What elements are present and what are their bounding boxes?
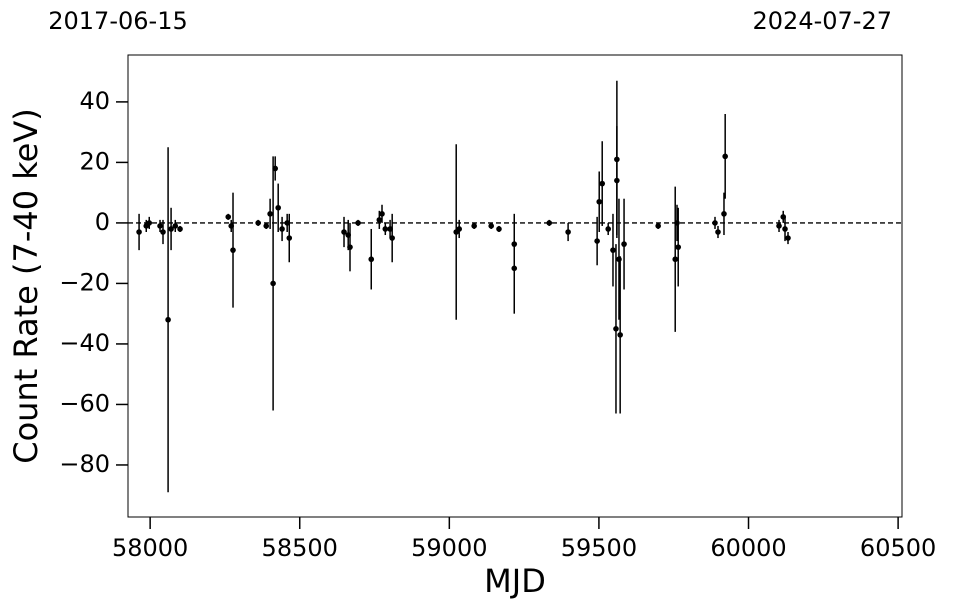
data-point xyxy=(456,226,463,232)
data-point xyxy=(488,223,495,229)
data-point xyxy=(594,238,600,244)
y-tick-label: −60 xyxy=(59,389,110,417)
y-tick-label: 0 xyxy=(95,208,110,236)
data-point xyxy=(712,220,718,226)
y-tick-label: −20 xyxy=(59,268,110,296)
data-point xyxy=(225,214,232,220)
data-point xyxy=(286,235,293,241)
x-tick-label: 58500 xyxy=(262,534,338,562)
data-point xyxy=(596,198,603,205)
data-point xyxy=(674,220,680,226)
y-axis-label: Count Rate (7-40 keV) xyxy=(7,108,45,463)
data-point xyxy=(511,241,518,247)
data-point xyxy=(347,244,353,250)
data-point xyxy=(785,235,791,241)
x-tick-label: 59000 xyxy=(411,534,487,562)
data-point xyxy=(565,229,571,235)
data-point xyxy=(496,226,502,232)
data-point xyxy=(613,326,619,332)
data-point xyxy=(230,247,236,253)
data-point xyxy=(275,204,281,211)
data-point xyxy=(172,223,179,229)
data-point xyxy=(263,223,270,229)
data-point xyxy=(672,256,679,263)
data-point xyxy=(675,244,682,250)
x-axis-label: MJD xyxy=(484,562,546,600)
data-point xyxy=(616,256,622,263)
data-point xyxy=(168,226,174,232)
plot-frame xyxy=(127,54,903,518)
data-point xyxy=(389,235,395,241)
x-tick-label: 60000 xyxy=(710,534,786,562)
data-point xyxy=(721,211,727,217)
data-point xyxy=(376,217,383,223)
data-point xyxy=(655,223,661,229)
data-point xyxy=(355,220,361,226)
data-point xyxy=(471,223,477,229)
data-point xyxy=(621,241,627,247)
data-point xyxy=(272,165,279,172)
top-date-label: 2024-07-27 xyxy=(753,7,892,35)
data-point xyxy=(715,229,721,235)
x-tick-label: 60500 xyxy=(860,534,936,562)
data-point xyxy=(617,332,623,338)
data-point xyxy=(605,226,611,232)
data-point xyxy=(157,223,163,229)
x-tick-label: 59500 xyxy=(561,534,637,562)
data-point xyxy=(722,153,728,160)
data-point xyxy=(136,229,142,235)
data-point xyxy=(165,316,171,323)
data-point xyxy=(341,229,347,235)
y-tick-label: 40 xyxy=(79,87,110,115)
x-tick-label: 58000 xyxy=(112,534,188,562)
data-point xyxy=(782,226,788,232)
data-point xyxy=(546,220,553,226)
data-point xyxy=(279,226,285,232)
data-point xyxy=(146,220,153,226)
data-point xyxy=(382,226,389,232)
data-point xyxy=(614,177,620,184)
data-point xyxy=(599,180,606,187)
data-point xyxy=(177,226,183,232)
data-point xyxy=(368,256,375,263)
y-tick-label: −40 xyxy=(59,329,110,357)
top-date-label: 2017-06-15 xyxy=(48,7,187,35)
y-tick-label: −80 xyxy=(59,450,110,478)
data-point xyxy=(379,211,385,217)
data-point xyxy=(610,247,616,253)
data-point xyxy=(160,229,166,235)
data-point xyxy=(255,220,261,226)
y-tick-label: 20 xyxy=(79,147,110,175)
data-point xyxy=(270,280,276,287)
data-point xyxy=(267,211,273,217)
data-point xyxy=(776,223,782,229)
